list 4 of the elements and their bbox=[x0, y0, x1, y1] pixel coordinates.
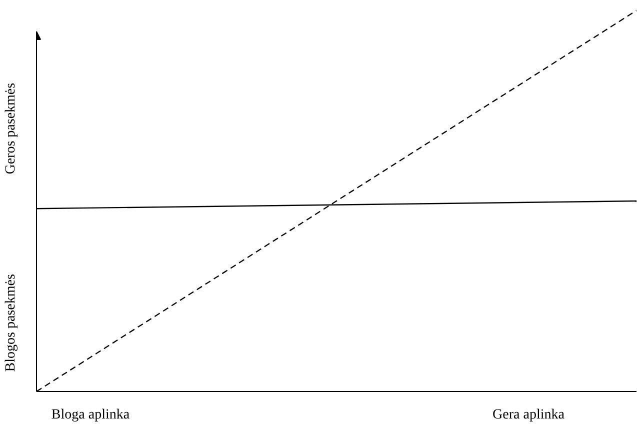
annotation: Blogos pasekmės bbox=[4, 274, 18, 372]
text: Bloga aplinka bbox=[51, 408, 130, 422]
annotation: Geros pasekmės bbox=[4, 82, 18, 174]
text: Gera aplinka bbox=[492, 408, 566, 422]
